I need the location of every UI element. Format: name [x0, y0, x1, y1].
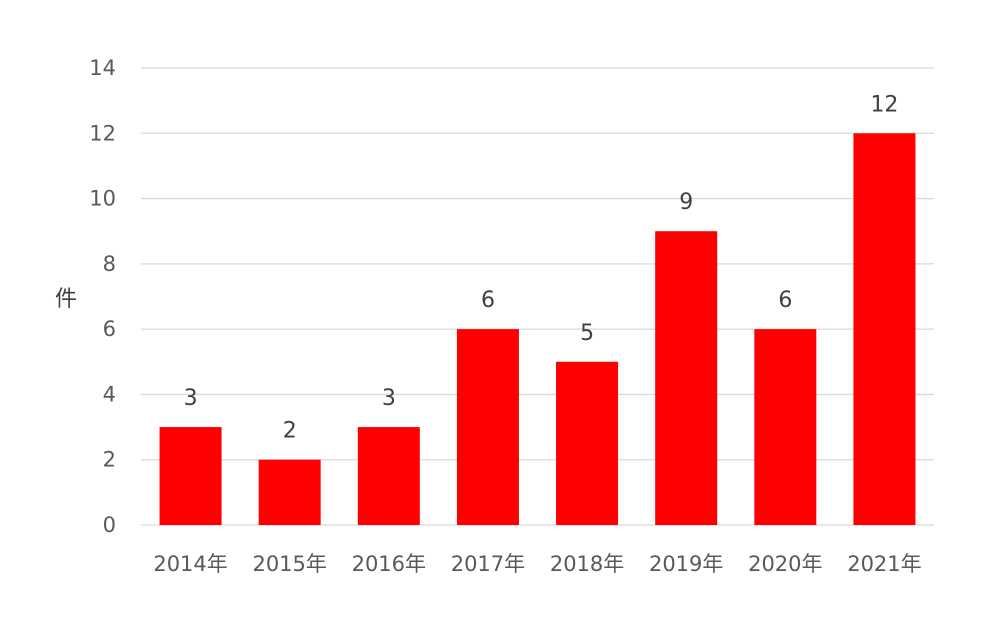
y-tick-label: 6 [103, 317, 116, 341]
x-tick-label: 2015年 [252, 552, 326, 576]
x-tick-label: 2019年 [649, 552, 723, 576]
bars [159, 133, 916, 526]
bar [159, 427, 222, 525]
x-axis-ticks: 2014年 2015年 2016年 2017年 2018年 2019年 2020年 2021年 [153, 552, 921, 576]
x-tick-label: 2014年 [153, 552, 227, 576]
bar [456, 329, 519, 525]
data-label: 3 [184, 386, 198, 411]
y-tick-label: 8 [103, 252, 116, 276]
x-tick-label: 2017年 [451, 552, 525, 576]
bar [258, 459, 321, 525]
y-tick-label: 4 [103, 382, 116, 406]
x-tick-label: 2016年 [352, 552, 426, 576]
bar [754, 329, 817, 525]
y-tick-label: 12 [89, 121, 116, 145]
data-label: 6 [778, 288, 792, 313]
y-tick-label: 2 [103, 448, 116, 472]
y-axis-ticks: 0 2 4 6 8 10 12 14 [89, 56, 116, 537]
data-label: 9 [679, 190, 693, 215]
data-labels: 3 2 3 6 5 9 6 12 [184, 92, 899, 443]
bar [655, 231, 718, 525]
data-label: 6 [481, 288, 495, 313]
y-tick-label: 10 [89, 187, 116, 211]
y-tick-label: 14 [89, 56, 116, 80]
y-axis-title: 件 [55, 287, 77, 312]
bar [853, 133, 916, 526]
data-label: 2 [283, 419, 297, 444]
data-label: 12 [870, 92, 898, 117]
data-label: 3 [382, 386, 396, 411]
x-tick-label: 2021年 [847, 552, 921, 576]
data-label: 5 [580, 321, 594, 346]
x-tick-label: 2020年 [748, 552, 822, 576]
x-tick-label: 2018年 [550, 552, 624, 576]
bar [357, 427, 420, 525]
y-tick-label: 0 [103, 513, 116, 537]
bar [556, 361, 619, 525]
